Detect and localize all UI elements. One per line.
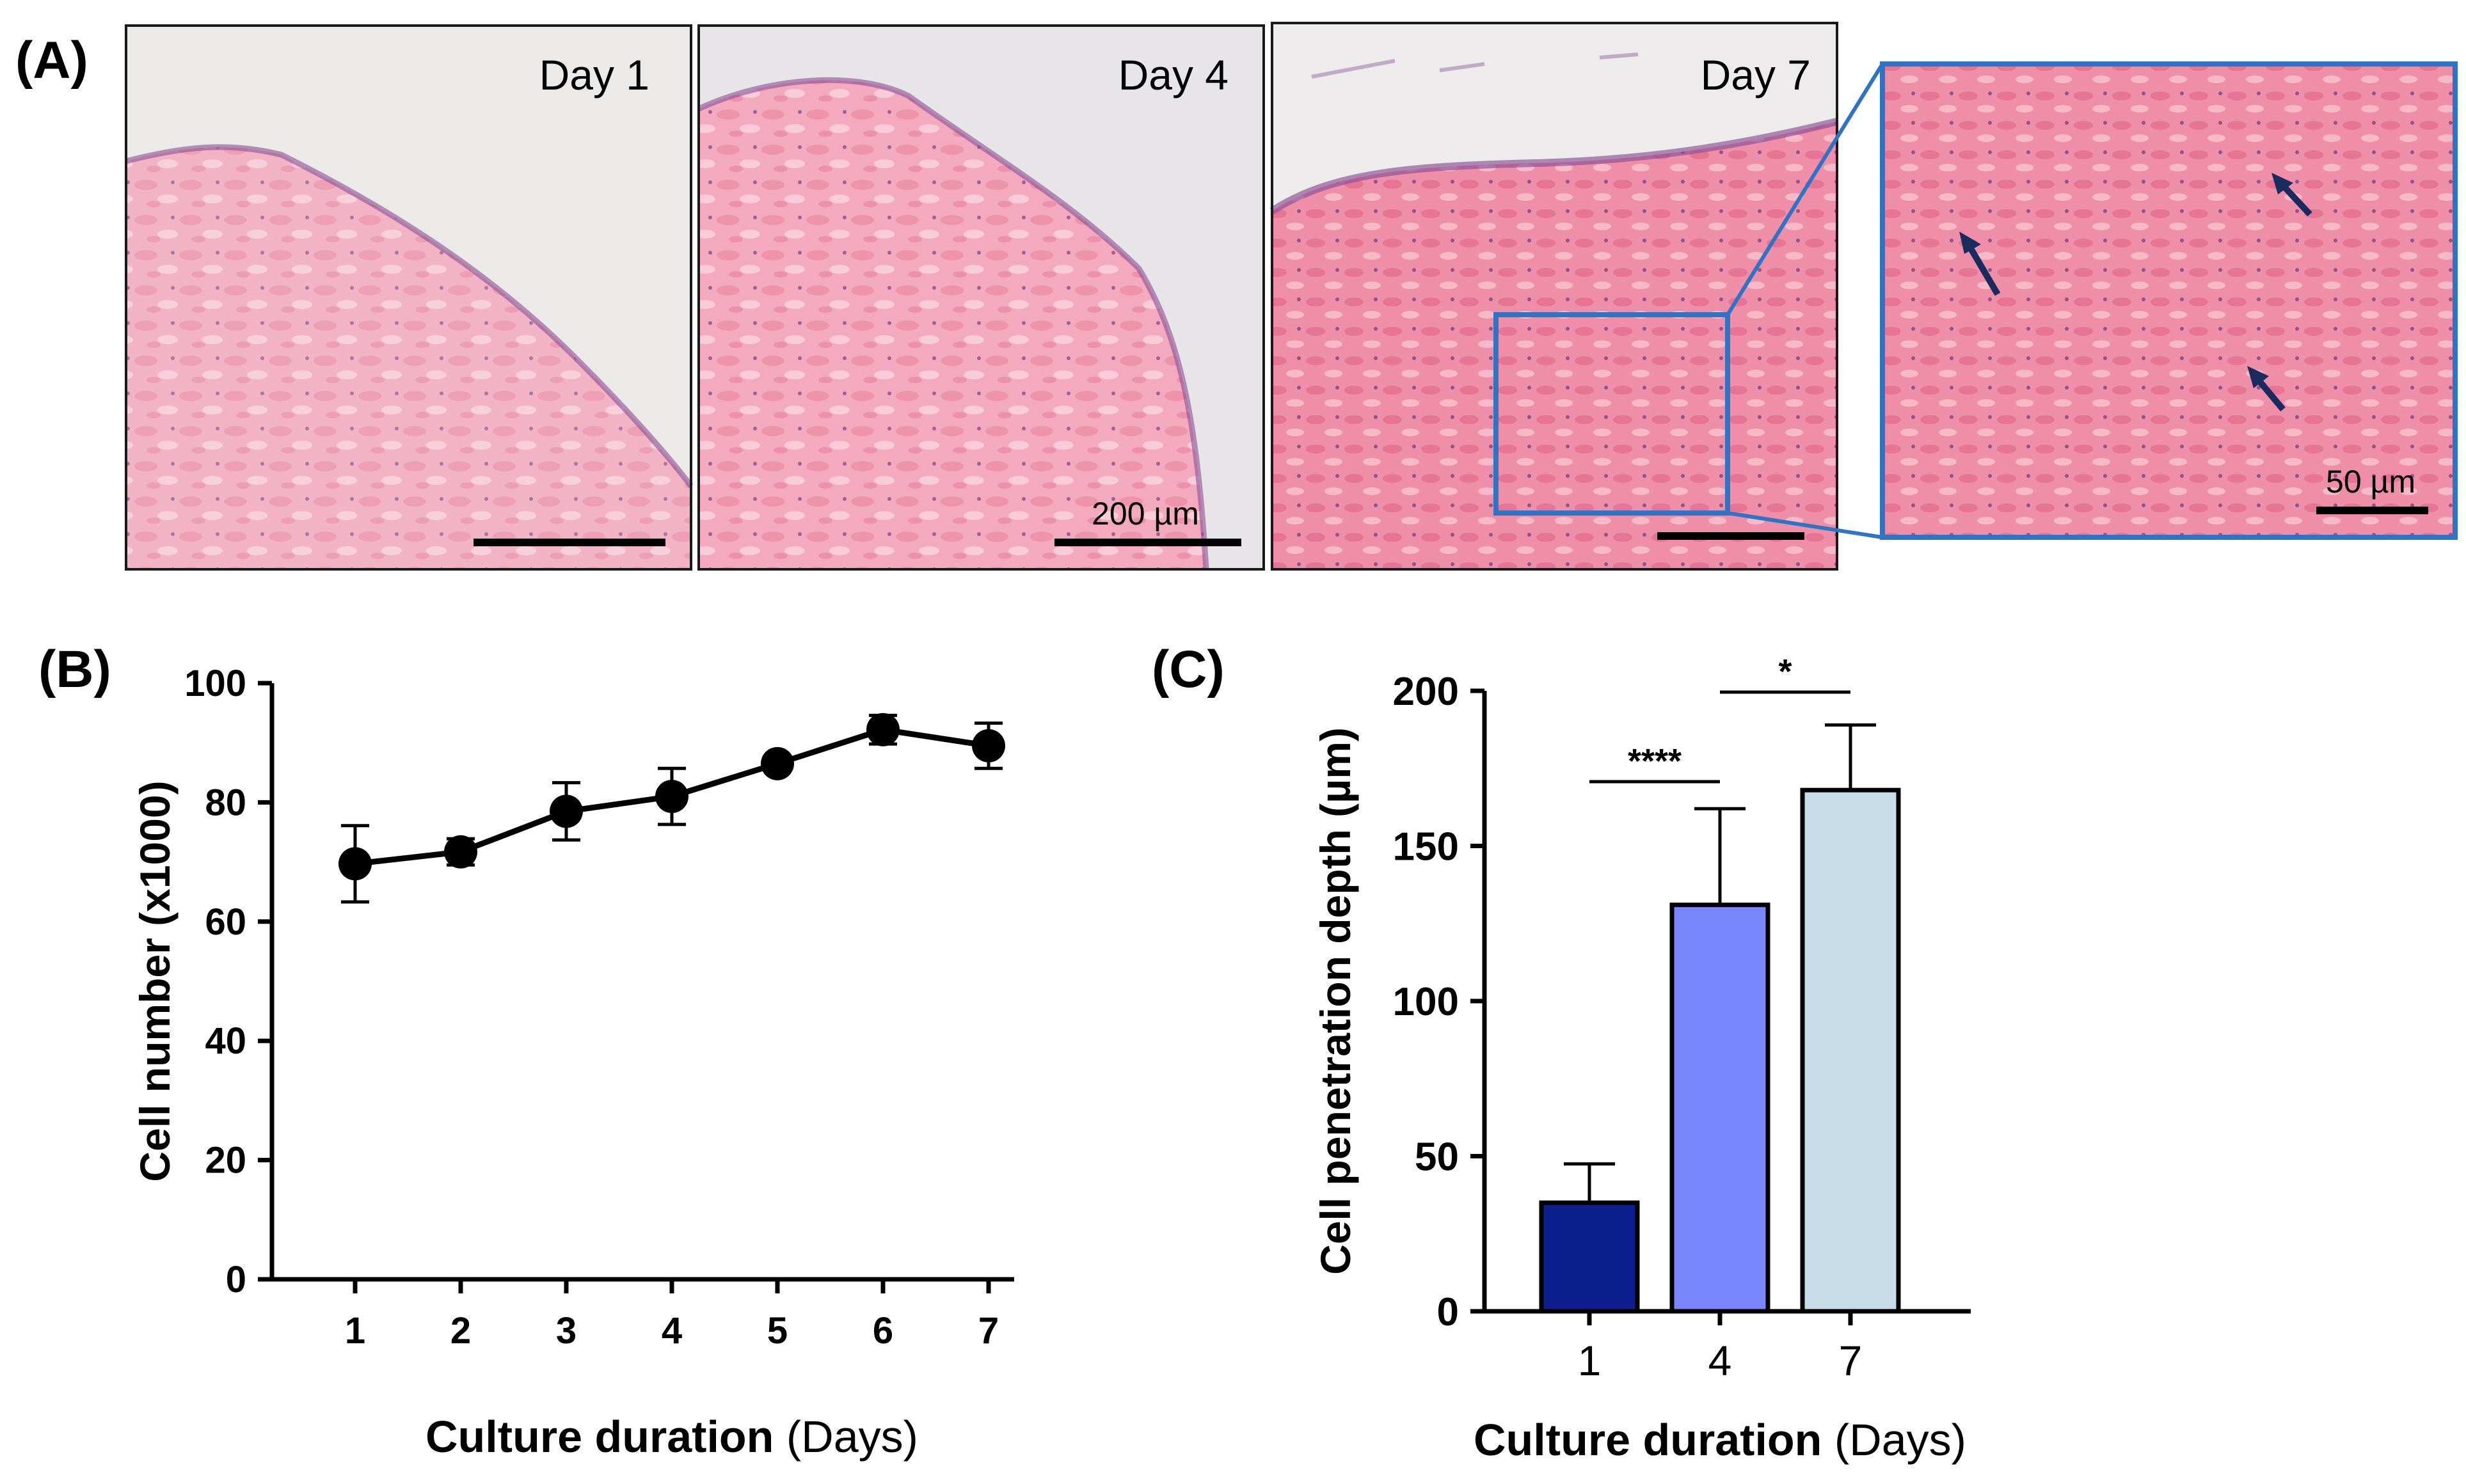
y-tick-label: 50 <box>1415 1135 1459 1180</box>
data-point <box>338 847 372 881</box>
y-tick-label: 0 <box>226 1259 246 1300</box>
data-point <box>444 835 477 869</box>
micrograph-zoom-inset: 50 µm <box>1880 61 2458 540</box>
x-tick-label: 1 <box>1578 1337 1602 1384</box>
bar-day-4 <box>1669 903 1770 1314</box>
day-4-label: Day 4 <box>1118 51 1229 99</box>
significance-label: * <box>1778 652 1792 691</box>
data-point <box>972 729 1005 762</box>
data-point <box>655 780 688 814</box>
x-axis-label: Culture duration (Days) <box>1474 1415 1966 1465</box>
bar-day-7 <box>1800 787 1901 1314</box>
zoom-region-box <box>1493 312 1730 516</box>
y-axis-label: Cell penetration depth (µm) <box>1312 727 1359 1275</box>
x-tick-label: 4 <box>662 1310 682 1352</box>
y-tick-label: 60 <box>205 901 246 943</box>
x-tick-label: 7 <box>978 1310 999 1352</box>
y-tick-label: 100 <box>1393 980 1459 1024</box>
bar-day-1 <box>1539 1200 1640 1314</box>
arrow-icon <box>2271 173 2312 217</box>
micrograph-day-7: Day 7 <box>1269 22 1838 571</box>
y-tick-label: 40 <box>205 1020 246 1062</box>
y-axis-label: Cell number (x1000) <box>131 780 179 1181</box>
x-tick-label: 5 <box>767 1310 788 1352</box>
panel-label-c: (C) <box>1152 640 1225 699</box>
y-tick-label: 100 <box>184 663 246 704</box>
y-tick-label: 200 <box>1393 670 1459 714</box>
x-axis-label: Culture duration (Days) <box>426 1412 918 1462</box>
panel-label-b: (B) <box>38 640 111 699</box>
arrow-icon <box>2247 366 2286 412</box>
micrograph-panel: Day 1 Day 4 200 µm Day 7 <box>125 22 2458 571</box>
day-1-label: Day 1 <box>539 51 649 99</box>
x-tick-label: 4 <box>1708 1337 1732 1384</box>
x-tick-label: 6 <box>873 1310 893 1352</box>
day-7-label: Day 7 <box>1701 51 1811 99</box>
data-point <box>866 713 900 746</box>
chart-b-cell-number: 0 20 40 60 80 100 1 2 3 4 5 6 7 Cell number (x1000) Cu… <box>131 663 1014 1462</box>
x-tick-label: 7 <box>1839 1337 1863 1384</box>
significance-label: **** <box>1628 742 1682 780</box>
scalebar-zoom-label: 50 µm <box>2326 464 2415 500</box>
micrograph-day-1: Day 1 <box>125 24 694 571</box>
micrograph-day-4: Day 4 200 µm <box>697 24 1265 571</box>
arrow-icon <box>1959 232 2001 296</box>
x-tick-label: 3 <box>556 1310 577 1352</box>
y-tick-label: 150 <box>1393 825 1459 869</box>
x-tick-label: 1 <box>345 1310 365 1352</box>
panel-label-a: (A) <box>15 31 88 90</box>
y-tick-label: 80 <box>205 782 246 823</box>
y-tick-label: 20 <box>205 1140 246 1181</box>
data-point <box>761 746 794 780</box>
data-point <box>550 794 583 828</box>
scalebar-day-4-label: 200 µm <box>1092 496 1199 532</box>
y-tick-label: 0 <box>1437 1290 1459 1334</box>
x-tick-label: 2 <box>450 1310 471 1352</box>
